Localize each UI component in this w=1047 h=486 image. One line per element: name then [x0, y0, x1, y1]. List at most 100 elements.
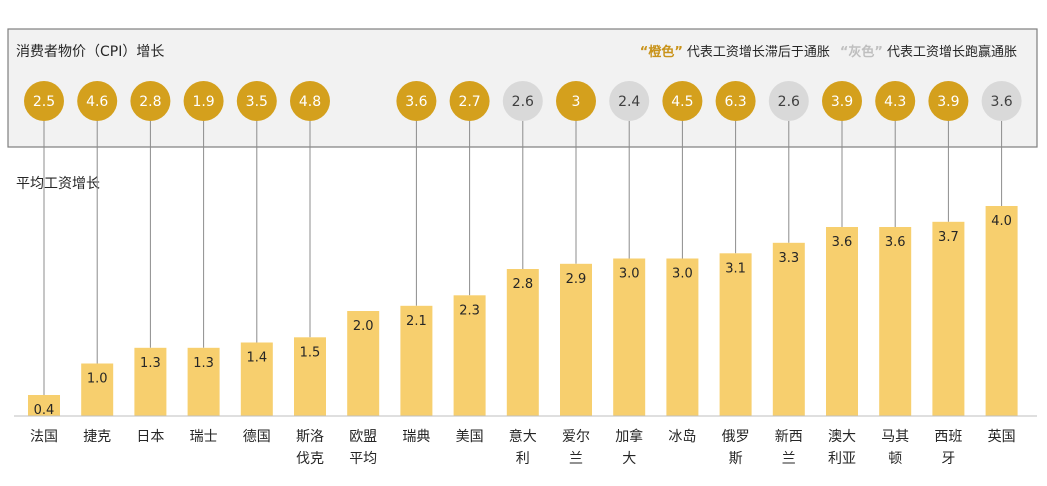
- cpi-value-label: 2.5: [33, 94, 55, 110]
- wage-value-label: 2.3: [459, 303, 480, 318]
- wage-bar: [81, 363, 114, 416]
- wage-bar: [28, 395, 60, 416]
- category-label: 伐克: [296, 451, 324, 467]
- cpi-value-label: 2.4: [618, 94, 640, 110]
- cpi-value-label: 4.8: [299, 94, 321, 110]
- cpi-value-label: 4.6: [86, 94, 108, 110]
- category-label: 利亚: [828, 451, 856, 467]
- cpi-circle-orange: [556, 81, 596, 121]
- category-label: 平均: [349, 451, 377, 467]
- cpi-value-label: 3.6: [990, 94, 1012, 110]
- connector-lines: [43, 121, 1003, 395]
- category-label: 瑞士: [190, 429, 218, 445]
- cpi-circle-orange: [236, 81, 277, 121]
- cpi-circles: 2.5 4.6 2.8 1.9 3.5 4.8 3.6 2.7 2.6 3 2.4 4.5 6.3 2.6…: [24, 81, 1022, 121]
- category-label: 斯: [729, 451, 743, 467]
- wage-value-label: 1.5: [300, 345, 321, 360]
- cpi-title: 消费者物价（CPI）增长: [16, 44, 164, 60]
- cpi-value-label: 3.9: [831, 94, 853, 110]
- bar-series-label: 平均工资增长: [16, 176, 100, 192]
- cpi-value-label: 3.6: [405, 94, 427, 110]
- category-label: 加拿: [615, 428, 643, 445]
- category-label: 瑞典: [402, 429, 430, 445]
- wage-value-label: 3.0: [619, 267, 640, 282]
- cpi-value-label: 6.3: [724, 94, 746, 110]
- category-label: 兰: [569, 451, 583, 467]
- wage-value-label: 3.6: [832, 235, 853, 250]
- cpi-value-label: 4.3: [884, 94, 906, 110]
- category-label: 俄罗: [722, 429, 750, 445]
- cpi-value-label: 3.5: [246, 94, 268, 110]
- category-label: 斯洛: [296, 429, 324, 445]
- cpi-title-group: 消费者物价（CPI）增长: [16, 44, 164, 60]
- cpi-value-label: 2.7: [458, 94, 480, 110]
- wage-bar: [932, 221, 965, 417]
- wage-value-label: 3.6: [885, 235, 906, 250]
- cpi-value-label: 2.8: [139, 94, 161, 110]
- wage-bar: [560, 263, 592, 417]
- wage-value-label: 3.3: [778, 251, 799, 266]
- wage-bar: [772, 242, 805, 417]
- category-label: 牙: [941, 451, 955, 467]
- legend-gray-term: “灰色”: [840, 44, 883, 60]
- wage-value-label: 4.0: [991, 214, 1012, 229]
- wage-value-label: 3.7: [938, 230, 959, 245]
- category-label: 顿: [888, 451, 902, 467]
- wage-bar: [134, 347, 167, 417]
- svg-text:“橙色”代表工资增长滞后于通胀“灰色”代表工资增长跑赢通胀: “橙色” 代表工资增长滞后于通胀 “灰色” 代表工资增长跑赢通胀: [640, 44, 1017, 60]
- cpi-value-label: 1.9: [192, 94, 214, 110]
- category-label: 捷克: [83, 429, 111, 445]
- wage-bar: [719, 253, 752, 417]
- wage-value-label: 1.4: [246, 351, 267, 366]
- wage-bar: [879, 227, 912, 416]
- cpi-circle-orange: [822, 81, 862, 121]
- category-label: 冰岛: [668, 429, 696, 445]
- wage-value-label: 1.0: [87, 372, 108, 387]
- cpi-circle-orange: [183, 81, 224, 121]
- wage-value-label: 3.0: [672, 267, 693, 282]
- category-label: 利: [516, 451, 530, 467]
- wage-bars: 0.4 1.0 1.3 1.3 1.4 1.5 2.0 2.1 2.3 2.8 2.9 3.0 3.0 3…: [28, 206, 1018, 418]
- legend-gray-desc: 代表工资增长跑赢通胀: [887, 44, 1017, 60]
- wage-value-label: 3.1: [725, 261, 746, 276]
- cpi-circle-orange: [928, 81, 969, 121]
- wage-bar: [453, 295, 486, 416]
- wage-bar: [294, 337, 326, 417]
- cpi-circle-orange: [290, 81, 330, 121]
- cpi-circle-orange: [715, 81, 756, 121]
- cpi-circle-gray: [502, 81, 543, 121]
- category-label: 日本: [136, 429, 164, 445]
- wage-value-label: 2.9: [566, 272, 587, 287]
- wage-bar: [240, 342, 273, 416]
- cpi-circle-orange: [24, 81, 64, 121]
- legend: “橙色” 代表工资增长滞后于通胀 “灰色” 代表工资增长跑赢通胀: [640, 44, 1017, 60]
- wage-bar: [506, 269, 539, 416]
- cpi-circle-orange: [449, 81, 490, 121]
- category-label: 爱尔: [562, 429, 590, 445]
- cpi-circle-orange: [875, 81, 916, 121]
- legend-orange-desc: 代表工资增长滞后于通胀: [687, 45, 830, 60]
- cpi-circle-orange: [77, 81, 118, 121]
- category-label: 英国: [988, 428, 1016, 445]
- category-label: 兰: [782, 451, 796, 467]
- cpi-value-label: 2.6: [512, 94, 534, 110]
- category-label: 大: [622, 451, 636, 467]
- wage-bar: [347, 311, 380, 416]
- legend-orange-term: “橙色”: [640, 44, 683, 60]
- cpi-circle-orange: [396, 81, 437, 121]
- category-label: 澳大: [828, 429, 856, 445]
- wage-value-label: 2.0: [353, 319, 374, 334]
- category-label: 德国: [243, 429, 271, 445]
- category-label: 意大: [509, 428, 537, 445]
- wage-bar: [985, 206, 1018, 416]
- wage-bar: [613, 258, 646, 416]
- cpi-circle-gray: [981, 81, 1022, 121]
- wage-bar: [400, 305, 433, 417]
- cpi-circle-gray: [609, 81, 650, 121]
- category-label: 法国: [30, 429, 58, 445]
- cpi-value-label: 4.5: [671, 94, 693, 110]
- wage-value-label: 0.4: [34, 403, 55, 418]
- wage-bar: [826, 227, 858, 416]
- wage-bar: [187, 347, 220, 417]
